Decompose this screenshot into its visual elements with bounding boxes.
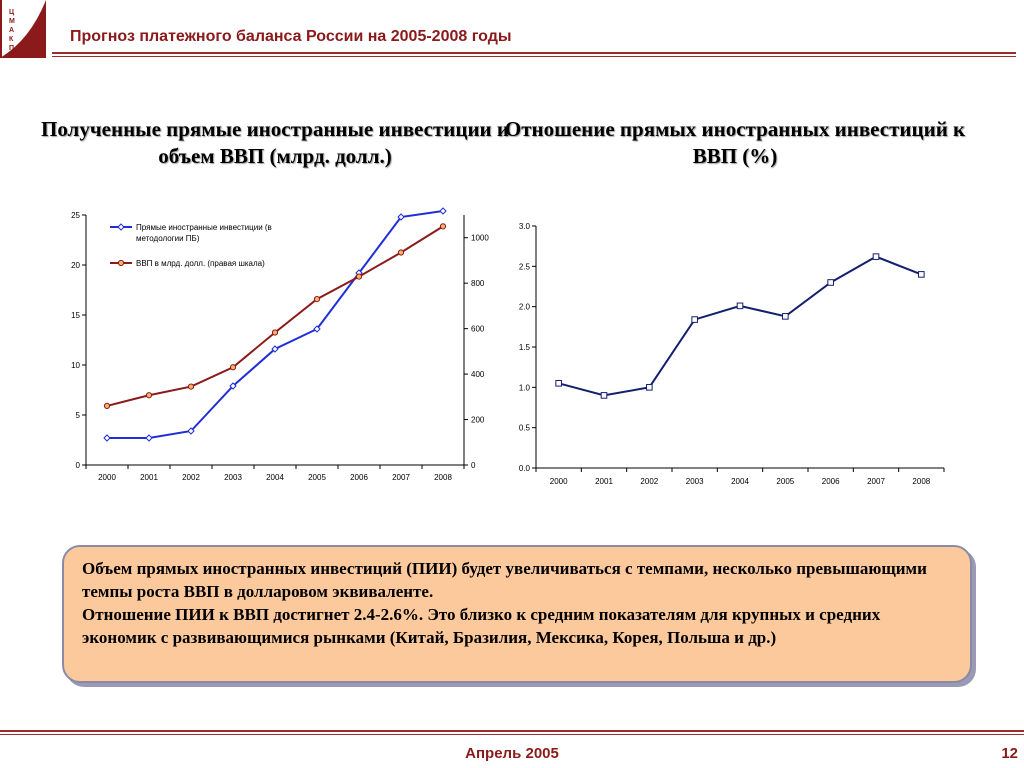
x-tick-label: 2008 [912,477,930,486]
legend-label-gdp: ВВП в млрд. долл. (правая шкала) [136,259,265,268]
y-tick-label-right: 0 [471,461,476,470]
legend-marker-gdp [117,259,125,267]
y-tick-label-right: 400 [471,370,485,379]
y-tick-label: 0.5 [519,424,531,433]
legend-label-fdi: Прямые иностранные инвестиции (в методоло… [136,223,272,243]
y-tick-label: 0.0 [519,464,531,473]
y-tick-label-right: 200 [471,416,485,425]
y-tick-label-left: 0 [76,461,81,470]
data-point-ratio [782,313,789,320]
x-tick-label: 2001 [595,477,613,486]
data-point-ratio [918,271,925,278]
header-divider-thin [52,56,1016,57]
data-point-gdp [397,249,405,256]
fdi-gdp-chart: 0 5 10 15 20 25 0 200 400 600 800 1000 2000 2001 2002 2… [71,207,489,482]
series-line-2 [106,225,444,407]
x-tick-label: 2008 [434,473,452,482]
x-tick-label: 2002 [640,477,658,486]
summary-note: Объем прямых иностранных инвестиций (ПИИ… [62,545,972,683]
data-point-fdi [187,427,195,435]
y-tick-label: 1.0 [519,383,531,392]
x-tick-label: 2006 [822,477,840,486]
y-tick-label-right: 600 [471,325,485,334]
chart-title-fdi-ratio: Отношение прямых иностранных инвестиций … [504,117,966,168]
data-point-gdp [313,295,321,303]
y-tick-label: 3.0 [519,222,531,231]
data-point-fdi [271,345,279,353]
x-tick-label: 2007 [392,473,410,482]
x-tick-label: 2002 [182,473,200,482]
x-tick-label: 2003 [224,473,242,482]
data-point-ratio [736,302,744,310]
note-paragraph-2: Отношение ПИИ к ВВП достигнет 2.4-2.6%. … [82,605,881,647]
fdi-ratio-chart: 0.0 0.5 1.0 1.5 2.0 2.5 3.0 2000 2001 2002 2003 200… [519,222,945,486]
x-tick-label: 2003 [686,477,704,486]
data-point-fdi [103,434,111,442]
data-point-ratio [555,380,562,387]
y-tick-label-left: 10 [71,361,80,370]
x-tick-label: 2007 [867,477,885,486]
data-point-gdp [355,273,363,280]
data-point-gdp [145,392,153,399]
footer-date: Апрель 2005 [465,745,559,762]
y-tick-label: 2.0 [519,303,531,312]
data-point-fdi [229,382,237,390]
y-tick-label: 2.5 [519,262,531,271]
data-point-fdi [145,434,153,442]
data-point-gdp [439,223,447,230]
data-point-gdp [187,383,195,390]
x-tick-label: 2006 [350,473,368,482]
x-tick-label: 2000 [98,473,116,482]
y-tick-label-left: 5 [76,411,81,420]
y-tick-label: 1.5 [519,343,531,352]
data-point-ratio [872,253,880,260]
data-point-fdi [397,213,405,221]
y-tick-label-left: 25 [71,211,80,220]
x-tick-label: 2001 [140,473,158,482]
data-point-ratio [827,279,834,286]
page-number: 12 [1001,745,1018,762]
data-point-ratio [691,316,698,323]
data-point-fdi [313,325,321,333]
x-tick-label: 2004 [731,477,749,486]
x-tick-label: 2000 [550,477,568,486]
x-tick-label: 2005 [776,477,794,486]
y-tick-label-left: 15 [71,311,80,320]
series-line-1 [107,210,444,439]
note-paragraph-1: Объем прямых иностранных инвестиций (ПИИ… [82,559,927,601]
header-divider [52,52,1016,54]
data-point-gdp [103,402,111,410]
footer-divider-thin [0,734,1024,735]
x-tick-label: 2005 [308,473,326,482]
data-point-fdi [439,207,447,215]
footer-divider [0,730,1024,732]
y-tick-label-right: 800 [471,279,485,288]
y-tick-label-left: 20 [71,261,80,270]
data-point-gdp [271,329,279,336]
legend-marker-fdi [117,223,125,231]
data-point-gdp [229,364,237,371]
y-tick-label-right: 1000 [471,234,489,243]
series-line-ratio [558,255,922,397]
chart-title-fdi-gdp: Полученные прямые иностранные инвестиции… [40,117,510,168]
data-point-ratio [600,392,608,399]
page-title: Прогноз платежного баланса России на 200… [70,28,512,45]
x-tick-label: 2004 [266,473,284,482]
data-point-ratio [646,384,653,391]
